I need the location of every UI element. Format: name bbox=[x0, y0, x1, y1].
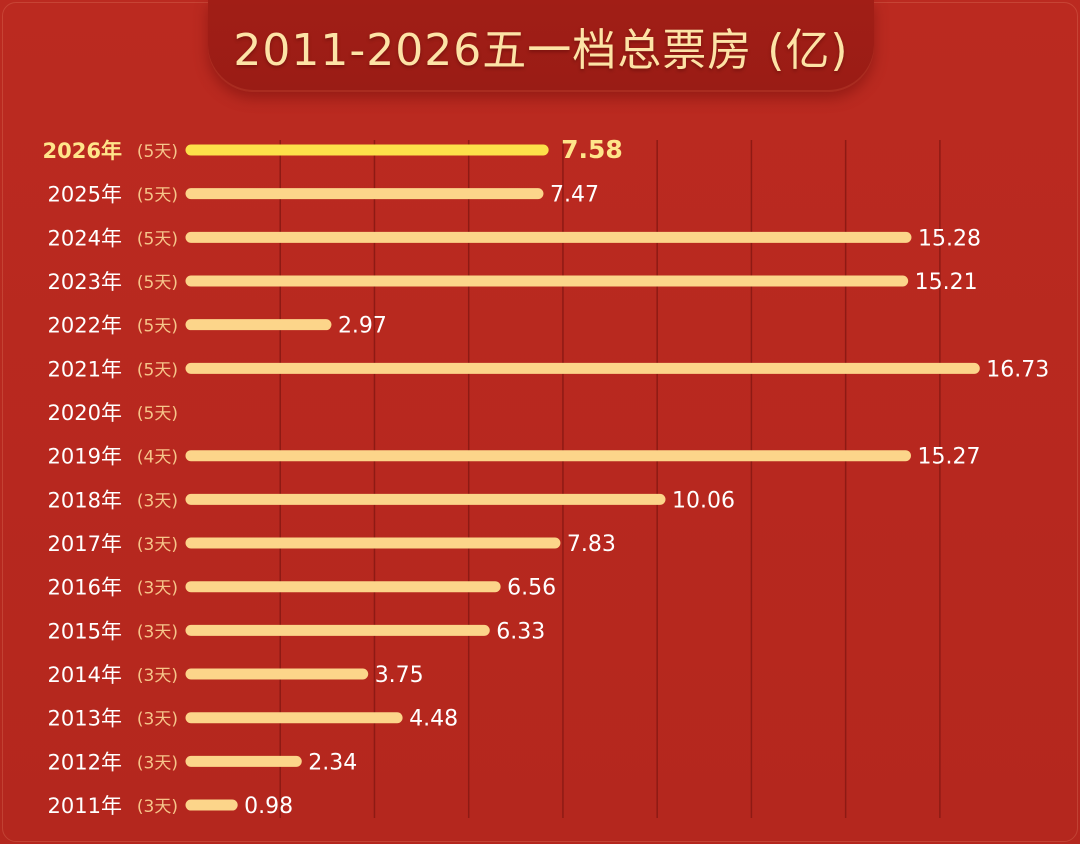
category-label: 2022年 bbox=[48, 314, 122, 338]
category-label: 2016年 bbox=[48, 576, 122, 600]
grid-lines bbox=[279, 140, 941, 818]
labels: 2026年 (5天) 7.58 2025年 (5天) 7.47 2024年 (5天) 15.28… bbox=[43, 135, 1050, 819]
category-label: 2019年 bbox=[48, 445, 122, 469]
days-label: (5天) bbox=[137, 186, 178, 206]
data-label: 15.27 bbox=[917, 445, 980, 470]
category-label: 2024年 bbox=[48, 226, 122, 250]
data-label: 2.34 bbox=[308, 750, 357, 775]
days-label: (3天) bbox=[137, 579, 178, 599]
data-label: 16.73 bbox=[986, 357, 1049, 382]
category-label: 2021年 bbox=[48, 357, 122, 381]
data-label: 7.58 bbox=[561, 135, 623, 164]
days-label: (5天) bbox=[137, 142, 178, 162]
days-label: (3天) bbox=[137, 710, 178, 730]
days-label: (5天) bbox=[137, 229, 178, 249]
category-label: 2011年 bbox=[48, 794, 122, 818]
category-label: 2013年 bbox=[48, 707, 122, 731]
days-label: (3天) bbox=[137, 666, 178, 686]
category-label: 2020年 bbox=[48, 401, 122, 425]
category-label: 2026年 bbox=[43, 139, 122, 163]
days-label: (3天) bbox=[137, 491, 178, 511]
bars bbox=[185, 144, 980, 811]
days-label: (3天) bbox=[137, 622, 178, 642]
days-label: (5天) bbox=[137, 404, 178, 424]
data-label: 0.98 bbox=[244, 794, 293, 819]
data-label: 6.56 bbox=[507, 576, 556, 601]
data-label: 15.21 bbox=[915, 270, 978, 295]
category-label: 2018年 bbox=[48, 488, 122, 512]
category-label: 2025年 bbox=[48, 183, 122, 207]
days-label: (3天) bbox=[137, 797, 178, 817]
title-banner: 2011-2026五一档总票房 (亿) bbox=[208, 0, 874, 92]
days-label: (3天) bbox=[137, 535, 178, 555]
data-label: 10.06 bbox=[672, 488, 735, 513]
category-label: 2014年 bbox=[48, 663, 122, 687]
days-label: (5天) bbox=[137, 273, 178, 293]
category-label: 2015年 bbox=[48, 619, 122, 643]
data-label: 6.33 bbox=[496, 619, 545, 644]
days-label: (5天) bbox=[137, 317, 178, 337]
data-label: 2.97 bbox=[338, 314, 387, 339]
data-label: 7.83 bbox=[567, 532, 616, 557]
days-label: (4天) bbox=[137, 448, 178, 468]
data-label: 7.47 bbox=[550, 183, 599, 208]
category-label: 2023年 bbox=[48, 270, 122, 294]
chart-title: 2011-2026五一档总票房 (亿) bbox=[233, 25, 849, 76]
data-label: 15.28 bbox=[918, 226, 981, 251]
category-label: 2017年 bbox=[48, 532, 122, 556]
data-label: 4.48 bbox=[409, 707, 458, 732]
days-label: (5天) bbox=[137, 360, 178, 380]
days-label: (3天) bbox=[137, 753, 178, 773]
category-label: 2012年 bbox=[48, 750, 122, 774]
data-label: 3.75 bbox=[375, 663, 424, 688]
